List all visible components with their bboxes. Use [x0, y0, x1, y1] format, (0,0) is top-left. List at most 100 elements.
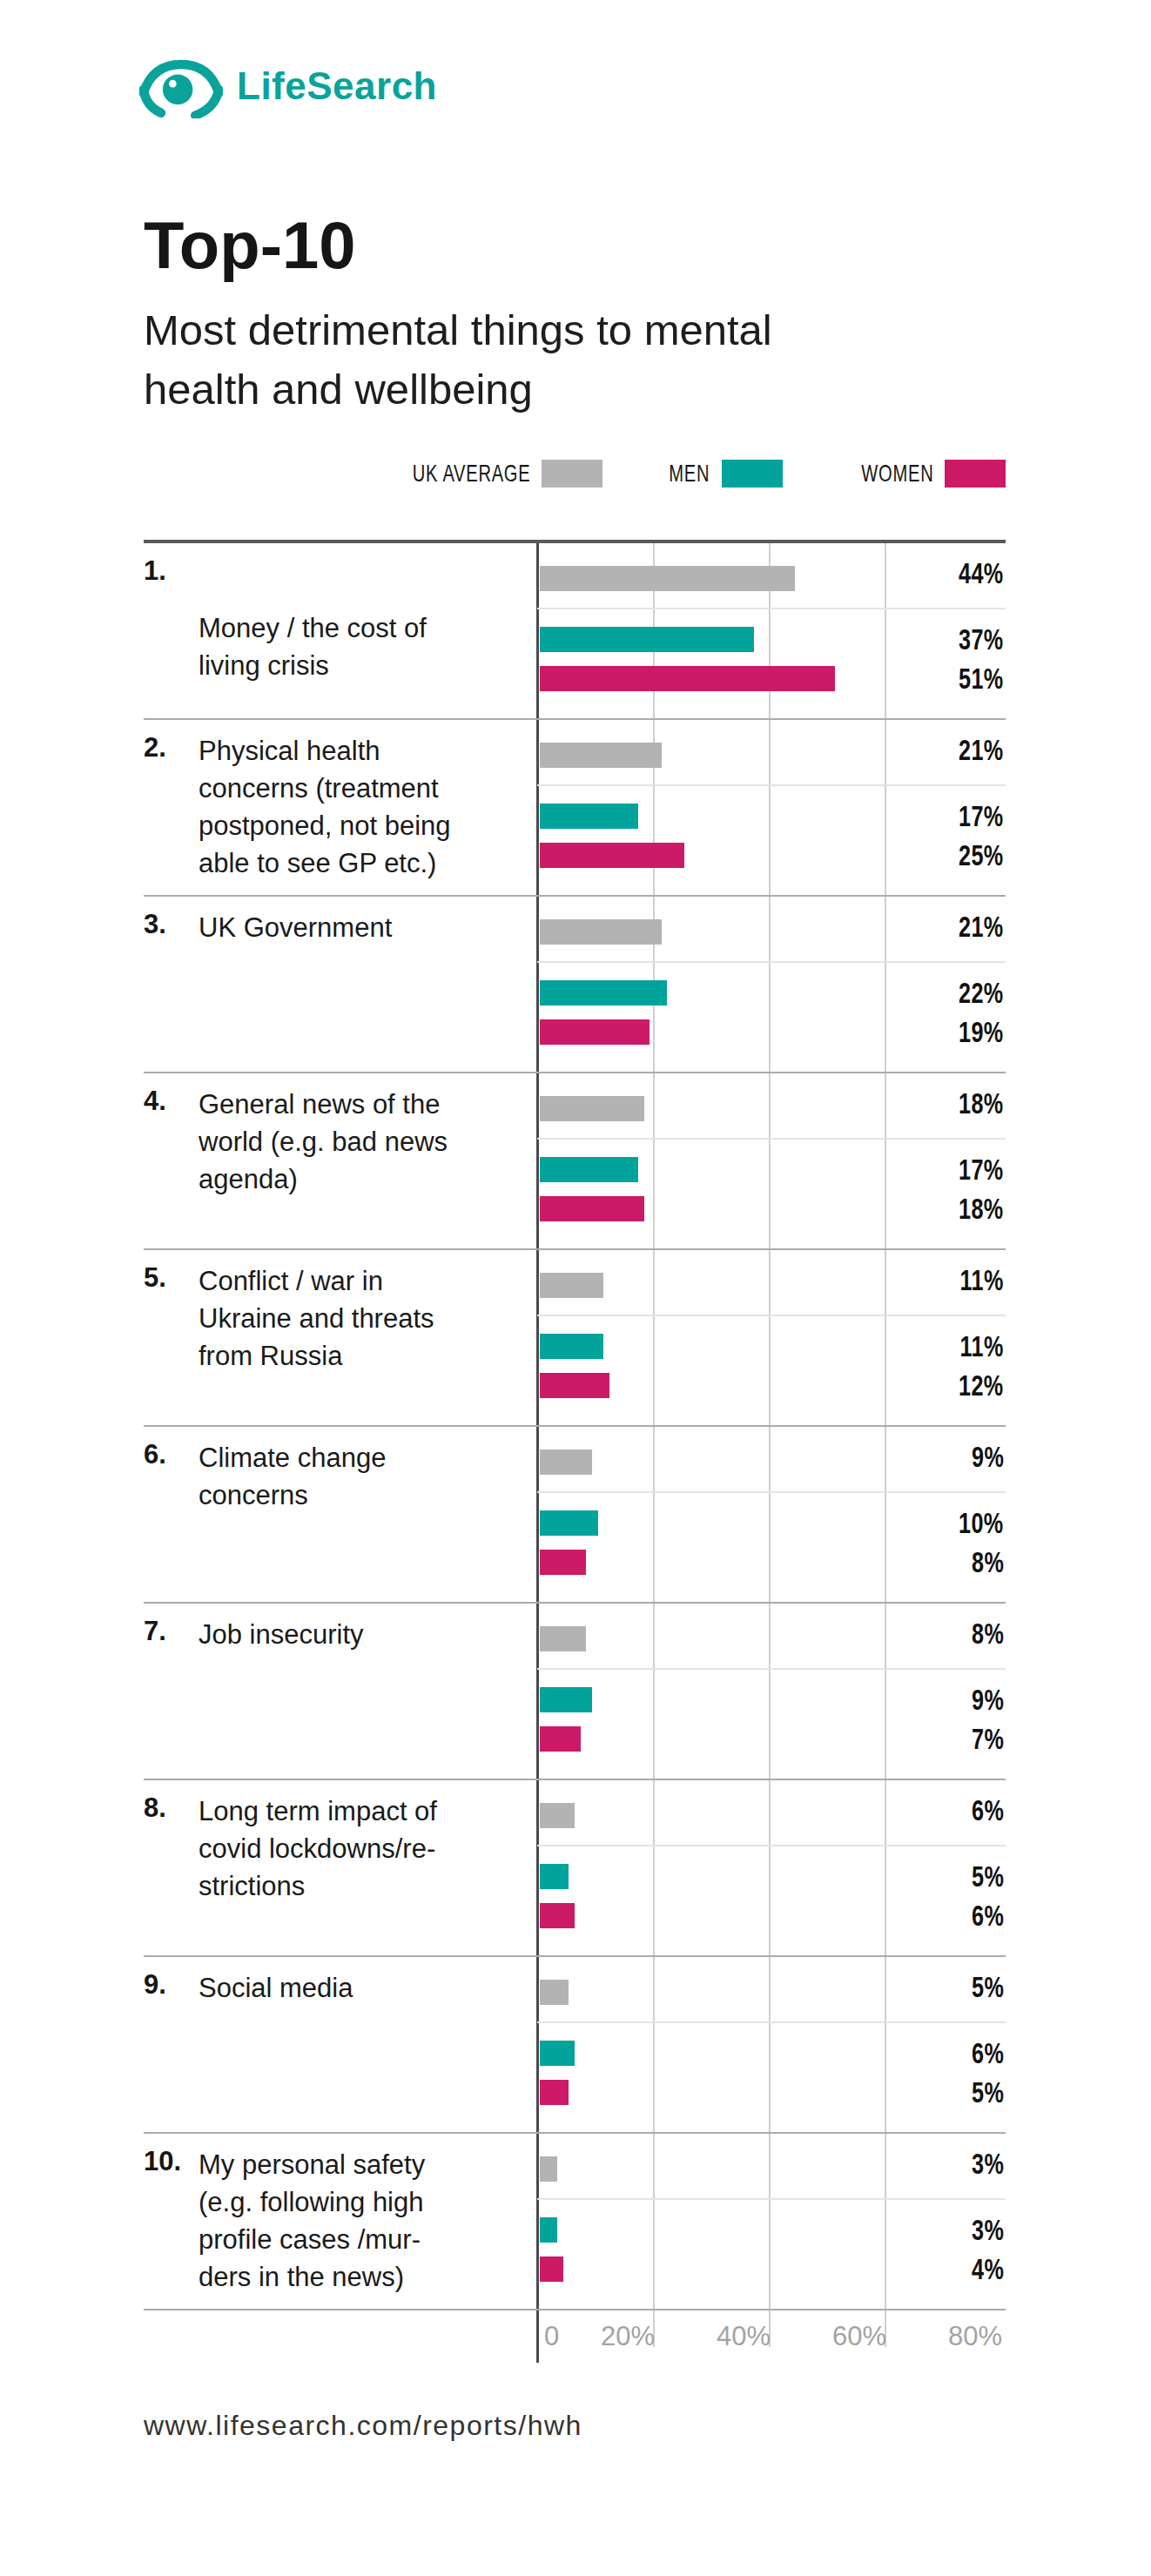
value-uk-average: 11% — [960, 1261, 1004, 1299]
rank-label: 1. — [144, 555, 166, 587]
x-tick-0: 0 — [544, 2321, 579, 2352]
value-women: 8% — [972, 1543, 1004, 1581]
legend-swatch-women — [945, 460, 1006, 488]
bar-women — [540, 1550, 586, 1575]
chart-row-4: 4. General news of the world (e.g. bad n… — [144, 1073, 1006, 1250]
sub-divider — [537, 961, 1006, 963]
category-label: Long term impact of covid lockdowns/re- … — [199, 1792, 499, 1905]
bar-uk-average — [540, 1626, 586, 1651]
category-label: Climate change concerns — [199, 1439, 499, 1514]
rank-label: 3. — [144, 909, 166, 940]
category-label: Social media — [199, 1969, 499, 2007]
category-label: Job insecurity — [199, 1616, 499, 1653]
rank-label: 10. — [144, 2146, 181, 2177]
legend-label-uk-average: UK AVERAGE — [413, 460, 531, 488]
legend-item-uk-average: UK AVERAGE — [367, 460, 602, 488]
category-label: My personal safety (e.g. following high … — [199, 2146, 499, 2296]
rank-label: 2. — [144, 732, 166, 763]
value-men: 22% — [959, 973, 1004, 1012]
bar-uk-average — [540, 1273, 603, 1298]
rank-label: 5. — [144, 1262, 166, 1294]
value-women: 19% — [959, 1012, 1004, 1051]
value-men: 3% — [972, 2210, 1004, 2249]
bar-women — [540, 1373, 609, 1398]
legend-swatch-uk-average — [542, 460, 602, 488]
bar-women — [540, 2080, 569, 2105]
bar-women — [540, 1019, 650, 1045]
bar-men — [540, 627, 754, 652]
legend-swatch-men — [722, 460, 783, 488]
bar-men — [540, 1864, 569, 1889]
bar-uk-average — [540, 1096, 644, 1121]
value-women: 4% — [972, 2250, 1004, 2288]
value-uk-average: 8% — [972, 1614, 1004, 1652]
bar-men — [540, 2217, 557, 2243]
value-men: 9% — [972, 1680, 1004, 1718]
value-uk-average: 18% — [959, 1084, 1004, 1122]
x-tick-80: 80% — [924, 2321, 1002, 2352]
value-uk-average: 44% — [959, 554, 1004, 592]
rank-label: 8. — [144, 1792, 166, 1824]
legend-label-women: WOMEN — [861, 460, 933, 488]
infographic-page: LifeSearch Top-10 Most detrimental thing… — [0, 0, 1151, 2576]
rank-label: 4. — [144, 1086, 166, 1117]
value-women: 5% — [972, 2073, 1004, 2111]
x-axis: 0 20% 40% 60% 80% — [144, 2321, 1006, 2364]
value-men: 37% — [959, 620, 1004, 658]
sub-divider — [537, 1491, 1006, 1493]
chart-row-3: 3. UK Government 21% 22% 19% — [144, 897, 1006, 1073]
legend-label-men: MEN — [670, 460, 710, 488]
category-label: UK Government — [199, 909, 499, 946]
value-uk-average: 21% — [959, 730, 1004, 769]
value-women: 6% — [972, 1896, 1004, 1934]
page-title: Top-10 — [144, 207, 355, 283]
eye-icon — [139, 54, 223, 118]
sub-divider — [537, 608, 1006, 609]
bar-women — [540, 1196, 644, 1221]
bar-uk-average — [540, 919, 662, 945]
value-women: 12% — [959, 1366, 1004, 1404]
rank-label: 6. — [144, 1439, 166, 1470]
value-women: 51% — [959, 659, 1004, 697]
chart-row-5: 5. Conflict / war in Ukraine and threats… — [144, 1250, 1006, 1427]
x-tick-20: 20% — [576, 2321, 655, 2352]
bar-men — [540, 980, 667, 1006]
bar-women — [540, 1903, 575, 1928]
value-women: 25% — [959, 836, 1004, 874]
rank-label: 9. — [144, 1969, 166, 2001]
value-men: 10% — [959, 1503, 1004, 1542]
bar-chart: 1. Money / the cost of living crisis 44%… — [144, 540, 1006, 2310]
sub-divider — [537, 1668, 1006, 1670]
bar-uk-average — [540, 743, 662, 768]
value-uk-average: 21% — [959, 907, 1004, 945]
bar-men — [540, 2041, 575, 2066]
chart-row-6: 6. Climate change concerns 9% 10% 8% — [144, 1427, 1006, 1604]
bar-men — [540, 804, 638, 829]
bar-uk-average — [540, 566, 795, 591]
sub-divider — [537, 1845, 1006, 1846]
value-men: 17% — [959, 1150, 1004, 1188]
chart-row-7: 7. Job insecurity 8% 9% 7% — [144, 1604, 1006, 1780]
category-label: Money / the cost of living crisis — [199, 609, 499, 684]
report-url-link[interactable]: www.lifesearch.com/reports/hwh — [144, 2410, 582, 2442]
chart-row-9: 9. Social media 5% 6% 5% — [144, 1957, 1006, 2134]
chart-row-10: 10. My personal safety (e.g. following h… — [144, 2134, 1006, 2310]
sub-divider — [537, 784, 1006, 786]
value-uk-average: 9% — [972, 1437, 1004, 1476]
chart-row-1: 1. Money / the cost of living crisis 44%… — [144, 543, 1006, 720]
bar-men — [540, 1687, 592, 1712]
bar-women — [540, 843, 684, 868]
sub-divider — [537, 2198, 1006, 2200]
value-women: 18% — [959, 1189, 1004, 1227]
bar-uk-average — [540, 2156, 557, 2182]
bar-men — [540, 1510, 598, 1536]
logo-wordmark: LifeSearch — [237, 64, 437, 108]
bar-women — [540, 666, 835, 691]
sub-divider — [537, 2021, 1006, 2023]
bar-men — [540, 1334, 603, 1359]
value-uk-average: 6% — [972, 1791, 1004, 1829]
value-men: 6% — [972, 2034, 1004, 2072]
value-men: 5% — [972, 1857, 1004, 1895]
chart-row-8: 8. Long term impact of covid lockdowns/r… — [144, 1780, 1006, 1957]
bar-women — [540, 2257, 563, 2282]
